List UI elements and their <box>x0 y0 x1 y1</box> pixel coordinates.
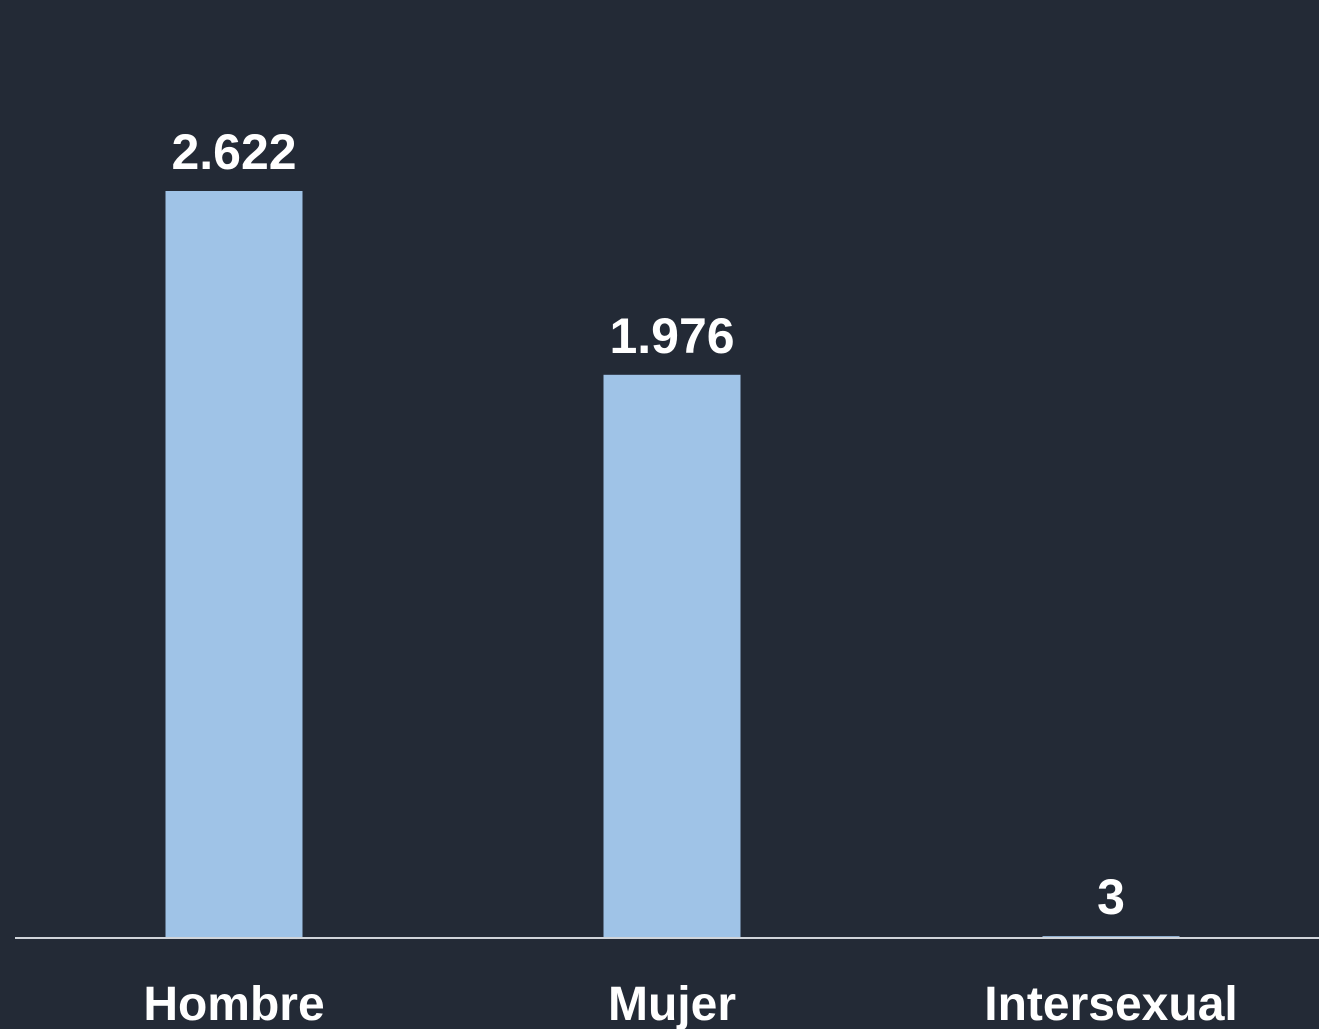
category-label-mujer: Mujer <box>608 978 736 1029</box>
bar-hombre <box>165 191 303 937</box>
value-labels-group: 2.622 1.976 3 <box>171 124 1124 925</box>
value-label-hombre: 2.622 <box>171 124 296 180</box>
bar-mujer <box>603 374 741 937</box>
value-label-mujer: 1.976 <box>609 308 734 364</box>
category-labels-group: Hombre Mujer Intersexual <box>143 978 1237 1029</box>
bar-intersexual <box>1042 936 1180 937</box>
value-label-intersexual: 3 <box>1097 869 1125 925</box>
category-label-intersexual: Intersexual <box>984 978 1237 1029</box>
category-label-hombre: Hombre <box>143 978 324 1029</box>
bars-group <box>165 191 1180 937</box>
